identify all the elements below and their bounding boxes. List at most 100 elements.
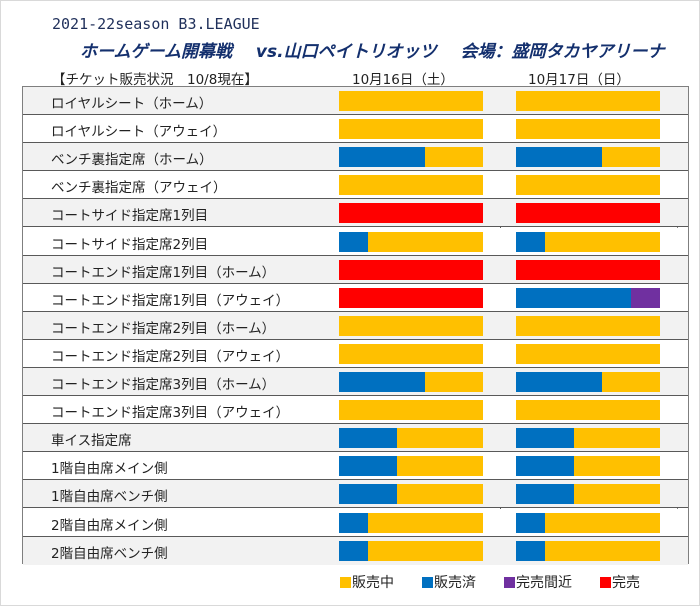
season-title: 2021-22season B3.LEAGUE — [52, 15, 260, 33]
bar-segment-on-sale — [544, 540, 660, 561]
bar-segment-sold-out — [339, 203, 483, 224]
status-bar-day1 — [339, 343, 483, 364]
status-bar-day1 — [339, 119, 483, 140]
row-label: 1階自由席ベンチ側 — [51, 489, 168, 506]
table-row: 2階自由席メイン側 — [23, 508, 688, 537]
status-bar-day1 — [339, 91, 483, 111]
bar-segment-on-sale — [339, 119, 483, 140]
bar-segment-sold-out — [516, 203, 660, 224]
status-bar-day2 — [516, 343, 660, 364]
bar-segment-sold — [516, 231, 545, 252]
bar-segment-on-sale — [339, 343, 483, 364]
status-bar-day1 — [339, 203, 483, 224]
bar-segment-sold-out — [516, 259, 660, 280]
row-label: コートエンド指定席1列目（ホーム） — [51, 264, 276, 281]
bar-segment-sold — [339, 484, 397, 505]
row-label: 車イス指定席 — [51, 433, 132, 450]
bar-segment-sold-out — [339, 287, 483, 308]
headline: ホームゲーム開幕戦 vs.山口ペイトリオッツ 会場：盛岡タカヤアリーナ — [80, 37, 683, 62]
bar-segment-sold — [339, 540, 368, 561]
row-label: 1階自由席メイン側 — [51, 461, 168, 478]
status-bar-day2 — [516, 91, 660, 111]
row-label: コートエンド指定席3列目（ホーム） — [51, 377, 276, 393]
row-label: ロイヤルシート（ホーム） — [51, 96, 213, 112]
bar-segment-sold — [339, 231, 368, 252]
status-bar-day1 — [339, 540, 483, 561]
legend-label: 完売間近 — [516, 575, 572, 591]
status-bar-day1 — [339, 456, 483, 477]
status-bar-day1 — [339, 484, 483, 505]
legend-label: 販売中 — [352, 575, 394, 591]
headline-venue: 会場：盛岡タカヤアリーナ — [460, 42, 665, 62]
bar-segment-sold — [516, 484, 574, 505]
status-bar-day1 — [339, 315, 483, 336]
status-bar-day1 — [339, 175, 483, 196]
table-row: コートエンド指定席3列目（ホーム） — [23, 368, 688, 396]
row-label: コートエンド指定席2列目（ホーム） — [51, 320, 276, 337]
table-row: コートエンド指定席1列目（アウェイ） — [23, 283, 688, 312]
table-row: 1階自由席ベンチ側 — [23, 480, 688, 509]
bar-segment-sold — [339, 147, 426, 168]
bar-segment-on-sale — [339, 175, 483, 196]
status-bar-day1 — [339, 400, 483, 421]
table-row: コートサイド指定席2列目 — [23, 227, 688, 256]
legend-label: 完売 — [612, 575, 640, 591]
table-row: ベンチ裏指定席（アウェイ） — [23, 171, 688, 200]
table-row: コートエンド指定席2列目（アウェイ） — [23, 339, 688, 368]
bar-segment-on-sale — [367, 231, 483, 252]
legend-item-on-sale: 販売中 — [340, 572, 394, 592]
row-label: コートエンド指定席2列目（アウェイ） — [51, 348, 290, 365]
legend-label: 販売済 — [434, 575, 476, 591]
row-label: コートサイド指定席2列目 — [51, 236, 209, 253]
row-label: コートエンド指定席1列目（アウェイ） — [51, 292, 290, 309]
status-bar-day2 — [516, 287, 660, 308]
status-bar-day1 — [339, 147, 483, 168]
table-row: ベンチ裏指定席（ホーム） — [23, 143, 688, 172]
headline-event: ホームゲーム開幕戦 — [80, 42, 232, 62]
bar-segment-on-sale — [425, 147, 483, 168]
table-row: 車イス指定席 — [23, 424, 688, 453]
status-bar-day2 — [516, 315, 660, 336]
legend-swatch-icon — [600, 576, 611, 588]
legend-swatch-icon — [504, 576, 515, 588]
bar-segment-on-sale — [367, 512, 483, 533]
bar-segment-on-sale — [602, 372, 660, 392]
status-bar-day2 — [516, 512, 660, 533]
bar-segment-sold — [516, 456, 574, 477]
status-bar-day2 — [516, 119, 660, 140]
row-label: コートエンド指定席3列目（アウェイ） — [51, 405, 290, 422]
bar-segment-sold — [516, 372, 603, 392]
bar-segment-on-sale — [396, 456, 483, 477]
table-row: 2階自由席ベンチ側 — [23, 536, 688, 565]
table-row: 1階自由席メイン側 — [23, 452, 688, 481]
bar-segment-sold — [516, 428, 574, 449]
table-row: コートサイド指定席1列目 — [23, 199, 688, 228]
row-label: 2階自由席メイン側 — [51, 517, 168, 534]
bar-segment-on-sale — [425, 372, 483, 392]
bar-segment-sold — [339, 456, 397, 477]
status-bar-day1 — [339, 287, 483, 308]
bar-segment-on-sale — [544, 231, 660, 252]
status-bar-day2 — [516, 400, 660, 421]
bar-segment-on-sale — [516, 119, 660, 140]
status-bar-day2 — [516, 231, 660, 252]
status-bar-day2 — [516, 203, 660, 224]
status-bar-day2 — [516, 372, 660, 392]
bar-segment-sold — [339, 512, 368, 533]
ticket-status-table: ロイヤルシート（ホーム） ロイヤルシート（アウェイ） ベンチ裏指定席（ホーム） ベンチ… — [22, 86, 689, 565]
bar-segment-on-sale — [544, 512, 660, 533]
bar-segment-sold-out — [339, 259, 483, 280]
table-row: コートエンド指定席3列目（アウェイ） — [23, 396, 688, 425]
status-bar-day2 — [516, 456, 660, 477]
table-row: ロイヤルシート（アウェイ） — [23, 115, 688, 144]
bar-segment-sold — [339, 372, 426, 392]
status-bar-day2 — [516, 484, 660, 505]
bar-segment-on-sale — [573, 484, 660, 505]
legend-swatch-icon — [422, 576, 433, 588]
legend-item-sold-out: 完売 — [600, 572, 640, 592]
bar-segment-sold — [516, 540, 545, 561]
row-label: ロイヤルシート（アウェイ） — [51, 124, 227, 141]
status-bar-day1 — [339, 512, 483, 533]
bar-segment-sold — [516, 287, 632, 308]
status-bar-day2 — [516, 259, 660, 280]
